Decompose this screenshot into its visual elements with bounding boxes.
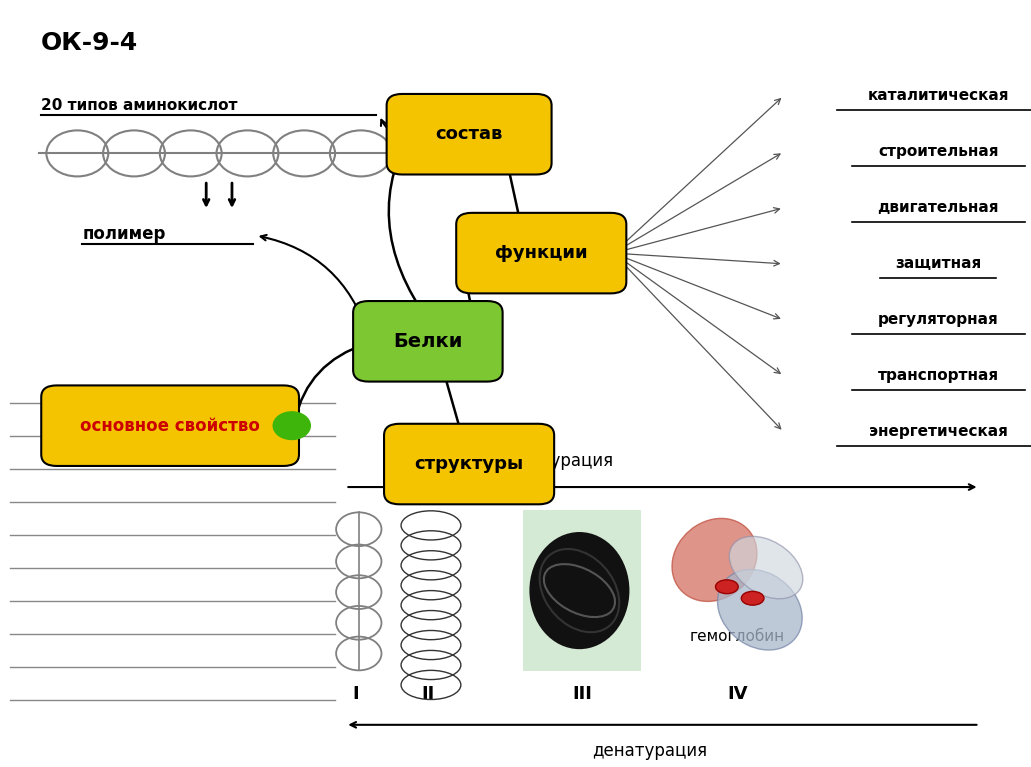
FancyBboxPatch shape (523, 510, 641, 671)
FancyBboxPatch shape (387, 94, 552, 175)
FancyBboxPatch shape (384, 423, 555, 505)
Text: Белки: Белки (393, 332, 463, 351)
Ellipse shape (718, 570, 802, 650)
Text: каталитическая: каталитическая (867, 88, 1009, 104)
FancyBboxPatch shape (457, 212, 627, 293)
Text: IV: IV (727, 685, 747, 703)
Text: ренатурация: ренатурация (500, 453, 613, 470)
Text: функции: функции (495, 244, 588, 262)
Text: III: III (572, 685, 593, 703)
Text: энергетическая: энергетическая (869, 424, 1007, 439)
Text: полимер: полимер (82, 225, 166, 243)
FancyBboxPatch shape (353, 301, 503, 381)
Text: II: II (422, 685, 434, 703)
Text: защитная: защитная (895, 256, 982, 272)
Text: транспортная: транспортная (877, 368, 999, 384)
Text: регуляторная: регуляторная (877, 312, 999, 328)
Circle shape (273, 412, 310, 439)
Ellipse shape (531, 533, 629, 648)
Text: двигательная: двигательная (877, 200, 999, 216)
FancyBboxPatch shape (41, 386, 299, 466)
Text: денатурация: денатурация (592, 742, 707, 759)
Ellipse shape (716, 580, 738, 594)
Text: основное свойство: основное свойство (80, 416, 260, 435)
Ellipse shape (672, 518, 757, 601)
Ellipse shape (729, 536, 803, 599)
Text: I: I (353, 685, 359, 703)
Text: 20 типов аминокислот: 20 типов аминокислот (41, 98, 238, 114)
Text: гемоглобин: гемоглобин (690, 629, 785, 644)
Text: ОК-9-4: ОК-9-4 (41, 31, 138, 54)
Text: состав: состав (435, 125, 503, 143)
Text: строительная: строительная (878, 144, 998, 160)
Ellipse shape (741, 591, 764, 605)
Text: структуры: структуры (414, 455, 524, 473)
